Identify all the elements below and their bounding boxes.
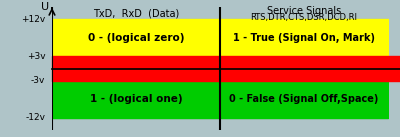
Text: 0 - (logical zero): 0 - (logical zero) [88, 33, 184, 43]
Text: Service Signals: Service Signals [267, 6, 341, 16]
Text: 0 - False (Signal Off,Space): 0 - False (Signal Off,Space) [229, 94, 379, 104]
Text: +12v: +12v [21, 15, 45, 24]
Text: -12v: -12v [25, 113, 45, 122]
Text: 1 - True (Signal On, Mark): 1 - True (Signal On, Mark) [233, 33, 375, 43]
Text: U: U [41, 2, 49, 12]
Text: TxD,  RxD  (Data): TxD, RxD (Data) [93, 8, 179, 18]
Text: RTS,DTR,CTS,DSR,DCD,RI: RTS,DTR,CTS,DSR,DCD,RI [250, 13, 358, 22]
Text: +3v: +3v [27, 52, 45, 61]
Text: 1 - (logical one): 1 - (logical one) [90, 94, 182, 104]
Text: -3v: -3v [31, 76, 45, 85]
